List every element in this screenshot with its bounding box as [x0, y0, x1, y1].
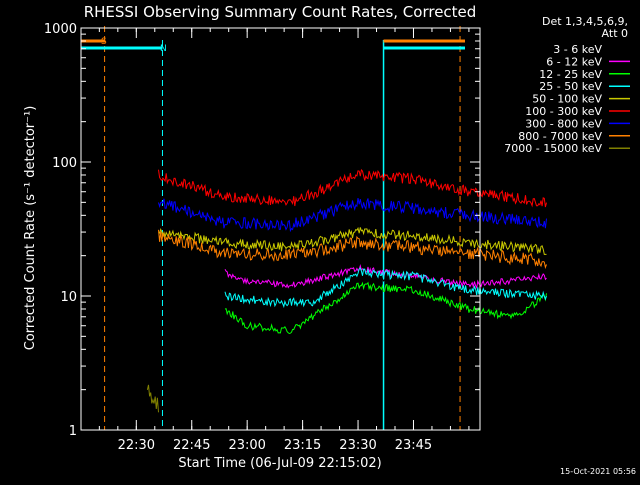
x-axis-label: Start Time (06-Jul-09 22:15:02)	[178, 456, 381, 471]
y-tick-label: 1000	[44, 22, 77, 37]
legend-label-25-50-kev: 25 - 50 keV	[539, 80, 602, 93]
x-tick-label: 23:45	[395, 438, 432, 453]
footer-date: 15-Oct-2021 05:56	[560, 467, 636, 476]
legend-header-line-2: Att 0	[602, 27, 628, 40]
annotation-s: S	[101, 37, 107, 47]
legend-header-line-1: Det 1,3,4,5,6,9,	[542, 15, 628, 28]
x-tick-label: 23:00	[228, 438, 265, 453]
x-tick-label: 22:45	[173, 438, 210, 453]
series-6-12-kev	[224, 264, 547, 290]
series-300-800-kev	[158, 198, 547, 233]
legend-label-100-300-kev: 100 - 300 keV	[525, 105, 602, 118]
chart-title: RHESSI Observing Summary Count Rates, Co…	[84, 3, 477, 21]
legend-label-50-100-kev: 50 - 100 keV	[532, 93, 602, 106]
legend-label-300-800-kev: 300 - 800 keV	[525, 117, 602, 130]
series-25-50-kev	[224, 267, 547, 309]
legend-label-6-12-kev: 6 - 12 keV	[546, 55, 602, 68]
legend-label-800-7000-kev: 800 - 7000 keV	[518, 130, 602, 143]
y-tick-label: 10	[60, 290, 77, 305]
axes: 1 10 100 1000 22:30 22:45 23:00 23:15 23:30 23:45	[44, 22, 481, 453]
series-3-6-kev	[158, 212, 547, 301]
y-axis-label: Corrected Count Rate (s⁻¹ detector⁻¹)	[23, 106, 38, 351]
plot-area: SN	[81, 26, 547, 430]
series-12-25-kev	[224, 281, 547, 335]
y-tick-label: 100	[52, 156, 77, 171]
series-50-100-kev	[158, 226, 547, 255]
series-100-300-kev	[158, 168, 547, 208]
y-tick-label: 1	[69, 424, 77, 439]
series-800-7000-kev	[158, 229, 547, 270]
legend-label-12-25-kev: 12 - 25 keV	[539, 68, 602, 81]
annotation-n: N	[160, 44, 167, 54]
series-7000-15000-kev	[146, 384, 159, 413]
x-tick-label: 23:15	[284, 438, 321, 453]
plot-frame	[80, 27, 481, 431]
legend-label-7000-15000-kev: 7000 - 15000 keV	[504, 142, 602, 155]
legend-label-3-6-kev: 3 - 6 keV	[553, 43, 602, 56]
x-tick-label: 22:30	[118, 438, 155, 453]
x-tick-label: 23:30	[339, 438, 376, 453]
